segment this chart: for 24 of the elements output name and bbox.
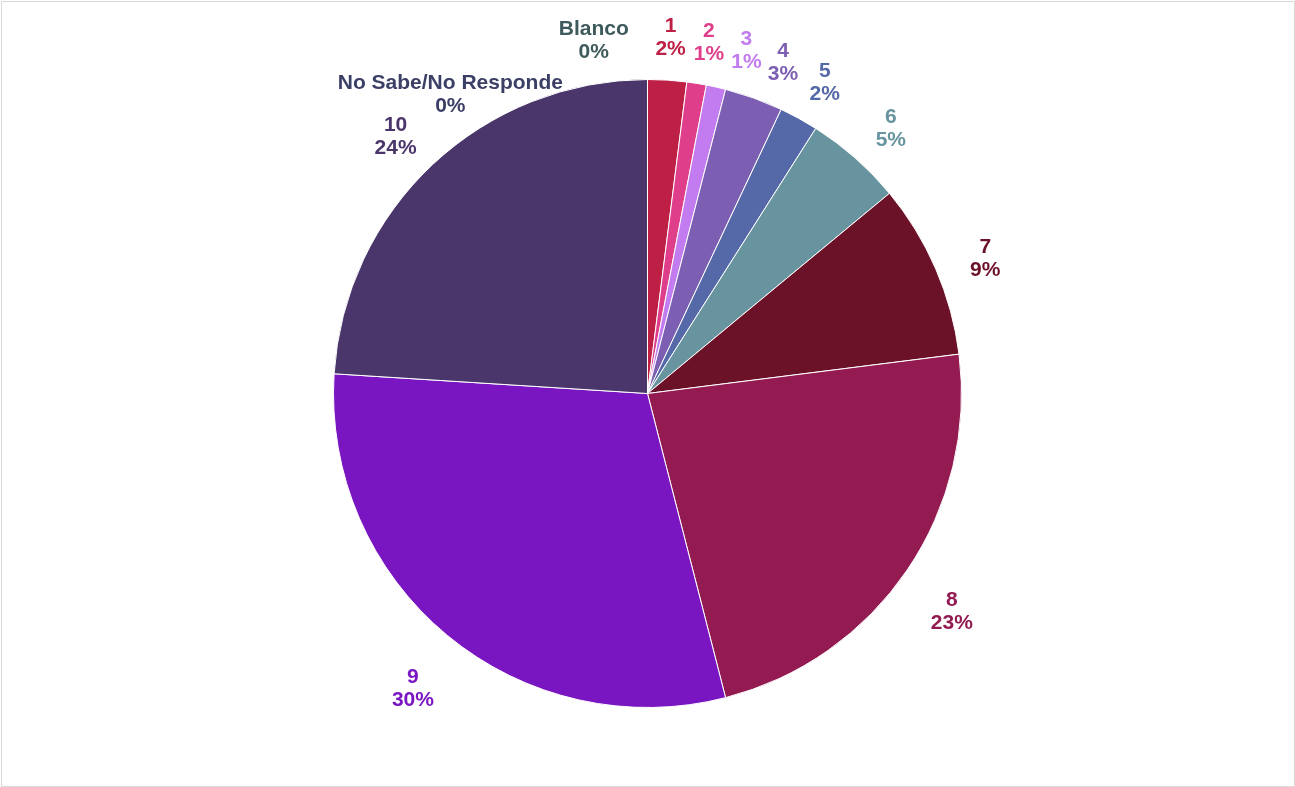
- data-label: 1%: [731, 49, 762, 73]
- data-label: 24%: [374, 135, 417, 159]
- data-label: 23%: [930, 610, 974, 634]
- text: 0%: [578, 39, 609, 63]
- slice-label: 5: [818, 58, 831, 82]
- slice-label: 9: [407, 664, 419, 688]
- data-label: 3%: [767, 61, 799, 85]
- data-label: 2%: [655, 36, 687, 60]
- slice-label: 6: [885, 104, 897, 128]
- data-label: 2%: [809, 81, 841, 105]
- slice-label: 8: [946, 587, 959, 611]
- data-label: 9%: [970, 257, 1001, 281]
- slice-label: 3: [740, 26, 753, 50]
- category-label: No Sabe/No Responde: [337, 69, 563, 93]
- slice-label: 7: [979, 234, 992, 258]
- data-label: 30%: [391, 687, 435, 711]
- slice-label: 4: [777, 38, 790, 62]
- category-label: Blanco: [558, 16, 629, 40]
- slice-label: 1: [664, 13, 677, 37]
- data-label: 5%: [875, 127, 907, 151]
- slice-label: 10: [383, 112, 408, 136]
- data-label: 1%: [693, 40, 725, 64]
- slice-label: 2: [703, 17, 715, 41]
- text: 0%: [435, 92, 466, 116]
